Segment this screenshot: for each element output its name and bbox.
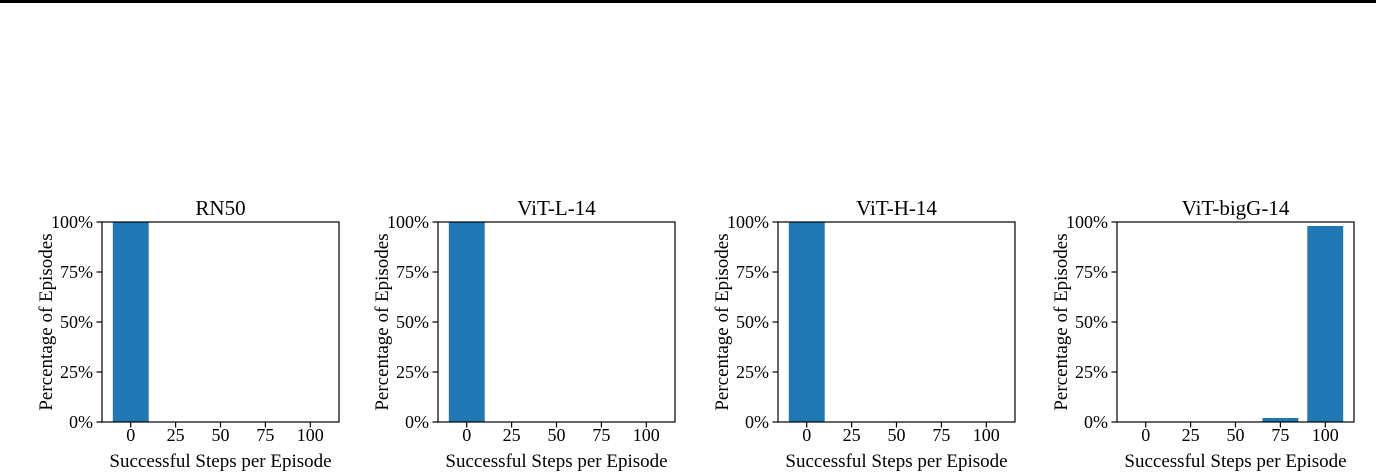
x-tick-label: 50: [1227, 425, 1245, 445]
y-tick-label: 25%: [1075, 362, 1108, 382]
x-tick-label: 75: [1271, 425, 1289, 445]
y-axis-label: Percentage of Episodes: [712, 233, 733, 410]
x-tick-label: 0: [802, 425, 811, 445]
x-tick-label: 75: [932, 425, 950, 445]
hist-bar: [112, 222, 149, 422]
y-axis-label: Percentage of Episodes: [36, 233, 57, 410]
chart-title: ViT-bigG-14: [1182, 196, 1290, 220]
y-tick-label: 0%: [1084, 412, 1108, 432]
y-tick-label: 50%: [1075, 312, 1108, 332]
y-tick-label: 0%: [745, 412, 769, 432]
hist-bar: [788, 222, 825, 422]
x-tick-label: 25: [503, 425, 521, 445]
y-tick-label: 50%: [396, 312, 429, 332]
x-tick-label: 75: [592, 425, 610, 445]
chart-vit-bigg-14: 0 25 50 75 100 0% 25% 50% 75% 100% ViT-bigG-14 Succ…: [1051, 196, 1355, 472]
y-tick-label: 100%: [727, 212, 769, 232]
x-tick-label: 0: [126, 425, 135, 445]
x-tick-label: 50: [212, 425, 230, 445]
x-tick-label: 100: [973, 425, 1000, 445]
y-tick-label: 75%: [396, 262, 429, 282]
chart-vit-l-14: 0 25 50 75 100 0% 25% 50% 75% 100% ViT-L-14 Success…: [372, 196, 676, 472]
y-tick-label: 0%: [405, 412, 429, 432]
y-tick-label: 75%: [736, 262, 769, 282]
y-tick-label: 100%: [1066, 212, 1108, 232]
x-tick-label: 100: [1312, 425, 1339, 445]
chart-title: ViT-H-14: [856, 196, 937, 220]
x-axis-label: Successful Steps per Episode: [109, 451, 331, 472]
hist-bar: [448, 222, 485, 422]
x-axis-label: Successful Steps per Episode: [1124, 451, 1346, 472]
y-tick-label: 50%: [736, 312, 769, 332]
hist-bar: [1307, 226, 1344, 422]
chart-title: ViT-L-14: [517, 196, 596, 220]
chart-vit-h-14: 0 25 50 75 100 0% 25% 50% 75% 100% ViT-H-14 Success…: [712, 196, 1016, 472]
chart-title: RN50: [195, 196, 245, 220]
x-tick-label: 0: [1141, 425, 1150, 445]
y-tick-label: 100%: [387, 212, 429, 232]
x-tick-label: 75: [256, 425, 274, 445]
chart-rn50: 0 25 50 75 100 0% 25% 50% 75% 100% RN50 Successful …: [36, 196, 340, 472]
y-tick-label: 50%: [60, 312, 93, 332]
x-tick-label: 100: [297, 425, 324, 445]
x-tick-label: 25: [843, 425, 861, 445]
y-tick-label: 75%: [60, 262, 93, 282]
x-axis-label: Successful Steps per Episode: [445, 451, 667, 472]
y-tick-label: 100%: [51, 212, 93, 232]
x-tick-label: 100: [633, 425, 660, 445]
hist-bar: [1262, 418, 1299, 422]
x-tick-label: 50: [548, 425, 566, 445]
top-rule: [0, 0, 1376, 3]
y-tick-label: 25%: [736, 362, 769, 382]
y-axis-label: Percentage of Episodes: [372, 233, 393, 410]
y-axis-label: Percentage of Episodes: [1051, 233, 1072, 410]
x-tick-label: 50: [888, 425, 906, 445]
x-tick-label: 25: [1182, 425, 1200, 445]
x-tick-label: 0: [462, 425, 471, 445]
y-tick-label: 75%: [1075, 262, 1108, 282]
x-axis-label: Successful Steps per Episode: [785, 451, 1007, 472]
y-tick-label: 0%: [69, 412, 93, 432]
y-tick-label: 25%: [60, 362, 93, 382]
x-tick-label: 25: [167, 425, 185, 445]
y-tick-label: 25%: [396, 362, 429, 382]
